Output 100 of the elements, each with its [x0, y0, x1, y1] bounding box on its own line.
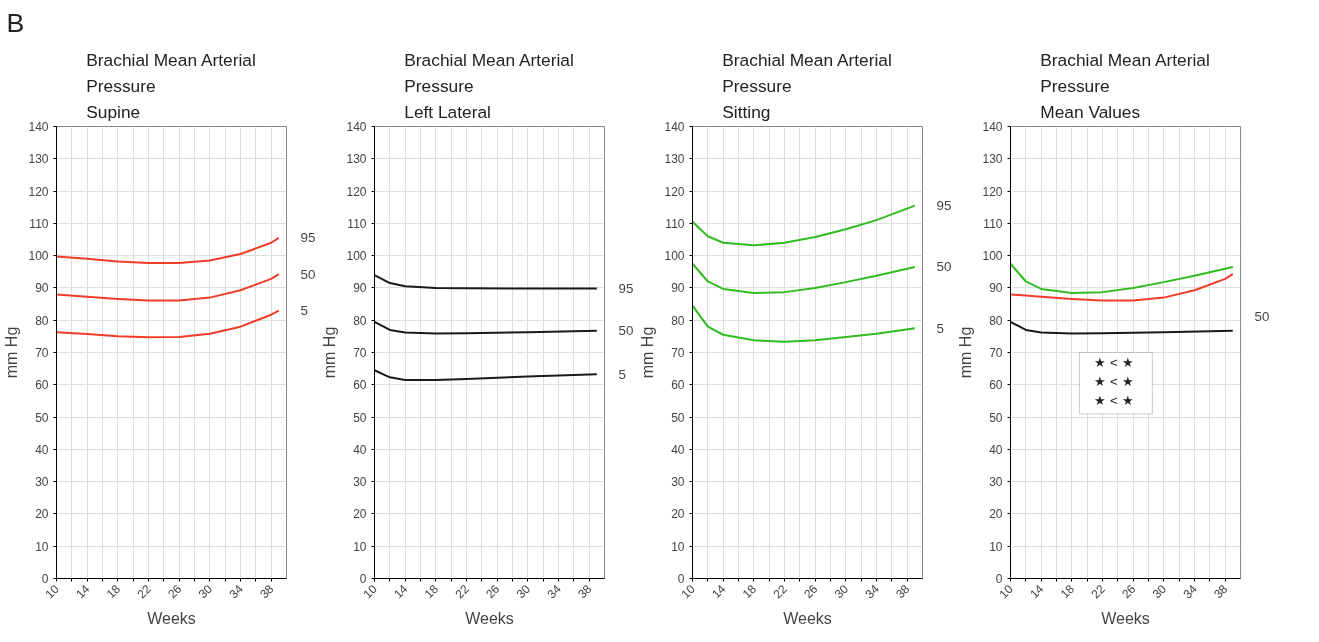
line-series	[56, 273, 280, 302]
line-series	[1010, 262, 1234, 295]
x-tick-label: 26	[165, 581, 185, 602]
y-tick-label: 90	[671, 281, 685, 296]
y-tick-label: 120	[664, 184, 685, 199]
y-tick-label: 140	[346, 120, 367, 134]
y-tick-label: 30	[353, 475, 367, 490]
x-tick-label: 18	[103, 581, 124, 602]
y-tick-label: 110	[665, 216, 685, 231]
x-tick-label: 30	[513, 581, 534, 602]
y-tick-label: 120	[28, 184, 49, 199]
line-series	[692, 262, 916, 295]
y-tick-label: 80	[671, 313, 685, 328]
y-tick-label: 40	[35, 442, 49, 457]
annotation: ★ < ★	[1094, 393, 1134, 409]
y-tick-label: 130	[982, 152, 1003, 167]
y-tick-label: 30	[989, 475, 1003, 490]
line-series	[374, 274, 598, 290]
line-series	[56, 309, 280, 339]
y-tick-label: 60	[671, 378, 685, 393]
x-axis-title: Weeks	[1101, 610, 1150, 628]
y-tick-label: 80	[35, 313, 49, 328]
x-tick-label: 30	[195, 581, 216, 602]
y-tick-label: 80	[989, 313, 1003, 328]
line-series	[374, 369, 598, 381]
y-tick-label: 40	[989, 442, 1003, 457]
y-tick-label: 0	[359, 572, 367, 586]
y-tick-label: 110	[29, 216, 49, 231]
x-tick-label: 26	[801, 581, 821, 602]
series-label: 95	[300, 230, 316, 246]
y-tick-label: 60	[989, 378, 1003, 393]
y-tick-label: 70	[671, 346, 685, 360]
y-tick-label: 10	[35, 539, 49, 554]
x-tick-label: 34	[862, 581, 883, 602]
y-tick-label: 130	[664, 152, 685, 167]
y-tick-label: 30	[35, 475, 49, 490]
chart-title: Brachial Mean Arterial Pressure Mean Values	[1040, 49, 1210, 122]
y-tick-label: 140	[28, 120, 49, 134]
y-tick-label: 0	[995, 572, 1003, 586]
series-label: 95	[618, 281, 634, 297]
y-tick-label: 20	[35, 507, 49, 522]
text: B	[6, 7, 25, 38]
chart-title: Brachial Mean Arterial Pressure Supine	[86, 49, 256, 122]
y-tick-label: 40	[353, 442, 367, 457]
line-series	[692, 204, 916, 247]
line-series	[1010, 320, 1234, 335]
series-label: 5	[618, 366, 626, 382]
y-tick-label: 50	[35, 410, 49, 425]
x-axis-title: Weeks	[465, 610, 514, 628]
line-series	[56, 236, 280, 265]
series-label: 50	[936, 259, 952, 275]
y-tick-label: 60	[353, 378, 367, 393]
y-tick-label: 130	[28, 152, 49, 167]
series-label: 50	[618, 323, 634, 339]
y-tick-label: 0	[41, 572, 49, 586]
line-series	[1010, 273, 1234, 302]
y-tick-label: 50	[989, 410, 1003, 425]
y-tick-label: 70	[353, 346, 367, 360]
series-label: 50	[300, 266, 316, 282]
y-tick-label: 60	[35, 378, 49, 393]
x-tick-label: 26	[483, 581, 503, 602]
x-tick-label: 22	[452, 581, 473, 602]
y-tick-label: 120	[346, 184, 367, 199]
text: 50	[1254, 308, 1270, 324]
x-tick-label: 38	[893, 581, 913, 602]
y-tick-label: 40	[671, 442, 685, 457]
x-tick-label: 14	[391, 581, 411, 602]
y-axis-title: mm Hg	[639, 326, 657, 379]
series-label: 95	[936, 198, 952, 214]
y-tick-label: 110	[347, 216, 367, 231]
y-tick-label: 20	[671, 507, 685, 522]
y-axis-title: mm Hg	[3, 326, 21, 379]
x-tick-label: 30	[1149, 581, 1170, 602]
y-tick-label: 10	[353, 539, 367, 554]
y-tick-label: 130	[346, 152, 367, 167]
y-tick-label: 90	[353, 281, 367, 296]
x-tick-label: 34	[544, 581, 565, 602]
x-axis-title: Weeks	[147, 610, 196, 628]
chart-title: Brachial Mean Arterial Pressure Left Lateral	[404, 49, 574, 122]
x-tick-label: 38	[257, 581, 277, 602]
y-tick-label: 90	[35, 281, 49, 296]
y-tick-label: 140	[982, 120, 1003, 134]
annotation: ★ < ★	[1094, 374, 1134, 390]
y-tick-label: 50	[671, 410, 685, 425]
y-tick-label: 100	[664, 249, 685, 264]
annotation: ★ < ★	[1094, 354, 1134, 370]
y-tick-label: 0	[677, 572, 685, 586]
x-tick-label: 30	[831, 581, 852, 602]
y-tick-label: 100	[28, 249, 49, 264]
x-tick-label: 14	[709, 581, 729, 602]
x-tick-label: 18	[739, 581, 760, 602]
x-tick-label: 18	[1057, 581, 1078, 602]
x-tick-label: 34	[226, 581, 247, 602]
line-series	[374, 320, 598, 335]
y-tick-label: 70	[989, 346, 1003, 360]
y-axis-title: mm Hg	[321, 326, 339, 379]
y-tick-label: 20	[353, 507, 367, 522]
x-tick-label: 14	[1027, 581, 1047, 602]
x-tick-label: 38	[1211, 581, 1231, 602]
x-tick-label: 22	[134, 581, 155, 602]
